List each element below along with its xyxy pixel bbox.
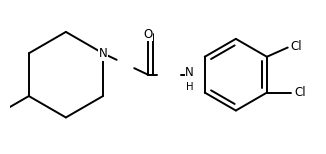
Text: N: N xyxy=(185,66,194,79)
Text: N: N xyxy=(98,47,107,60)
Text: Cl: Cl xyxy=(290,40,302,53)
Text: Cl: Cl xyxy=(294,86,305,99)
Text: O: O xyxy=(143,28,153,41)
Text: H: H xyxy=(186,82,193,92)
